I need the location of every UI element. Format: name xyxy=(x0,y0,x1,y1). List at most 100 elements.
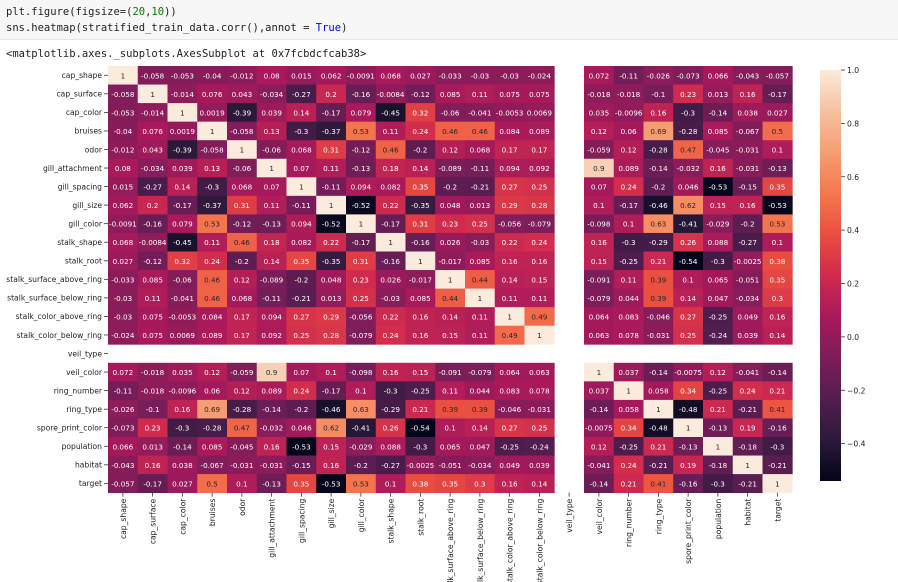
heatmap-cell xyxy=(465,195,496,215)
cell-annotation: 0.094 xyxy=(261,312,282,321)
heatmap-cell xyxy=(137,325,168,345)
heatmap-cell xyxy=(256,232,287,252)
cell-annotation: -0.25 xyxy=(500,442,519,451)
heatmap-cell xyxy=(435,103,466,123)
y-tick-label: veil_color xyxy=(66,368,103,377)
cell-annotation: -0.11 xyxy=(471,164,490,173)
cell-annotation: 0.5 xyxy=(206,479,217,488)
heatmap-cell xyxy=(167,195,198,215)
x-tick-label: target xyxy=(773,499,782,522)
heatmap-cell xyxy=(584,437,615,456)
colorbar-tick-label: 0.0 xyxy=(847,333,859,342)
heatmap-cell xyxy=(703,325,734,345)
x-tick-label: stalk_shape xyxy=(387,498,396,543)
cell-annotation: -0.0084 xyxy=(377,90,405,99)
heatmap-cell xyxy=(167,381,198,401)
cell-annotation: -0.28 xyxy=(203,424,222,433)
heatmap-cell xyxy=(435,195,466,215)
cell-annotation: -0.051 xyxy=(736,275,759,284)
cell-annotation: -0.045 xyxy=(230,442,253,451)
cell-annotation: -0.032 xyxy=(677,164,700,173)
cell-annotation: 0.38 xyxy=(769,257,785,266)
heatmap-cell xyxy=(435,66,466,85)
heatmap-cell xyxy=(108,140,139,160)
cell-annotation: 0.39 xyxy=(442,405,458,414)
cell-annotation: -0.24 xyxy=(709,331,728,340)
y-tick-label: stalk_shape xyxy=(57,238,102,247)
code-cell-input[interactable]: plt.figure(figsize=(20,10)) sns.heatmap(… xyxy=(0,0,898,40)
heatmap-cell xyxy=(286,437,317,456)
cell-annotation: 0.083 xyxy=(618,312,639,321)
cell-annotation: 0.079 xyxy=(172,220,193,229)
heatmap-cell xyxy=(375,381,406,401)
heatmap-figure: 1 -0.058 -0.053 -0.04 -0.012 0.08 0.015 0.062 -0… xyxy=(6,66,866,582)
heatmap-cell xyxy=(643,381,674,401)
heatmap-cell xyxy=(584,214,615,234)
x-tick-label: gill_size xyxy=(327,498,336,528)
heatmap-cell xyxy=(405,474,436,494)
y-tick-label: stalk_color_above_ring xyxy=(16,312,103,321)
y-tick-label: ring_type xyxy=(66,405,102,414)
cell-annotation: 0.27 xyxy=(502,424,518,433)
cell-annotation: 0.075 xyxy=(142,331,163,340)
heatmap-cell xyxy=(494,381,525,401)
heatmap-cell xyxy=(137,270,168,289)
cell-annotation: 0.24 xyxy=(621,183,637,192)
cell-annotation: 0.1 xyxy=(325,368,336,377)
heatmap-cell xyxy=(316,270,347,289)
heatmap-cell xyxy=(227,251,258,271)
cell-annotation: -0.14 xyxy=(768,368,787,377)
cell-annotation: -0.29 xyxy=(381,405,400,414)
heatmap-cell xyxy=(435,177,466,197)
cell-annotation: 0.63 xyxy=(650,220,666,229)
cell-annotation: 0.11 xyxy=(531,294,547,303)
heatmap-cell xyxy=(703,121,734,141)
cell-annotation: 1 xyxy=(359,220,364,229)
heatmap-cell xyxy=(286,177,317,197)
cell-annotation: 0.35 xyxy=(293,479,309,488)
cell-annotation: -0.2 xyxy=(413,145,427,154)
heatmap-cell xyxy=(256,84,287,104)
cell-annotation: 0.082 xyxy=(291,238,312,247)
cell-annotation: 0.3 xyxy=(474,479,485,488)
code-line-2: sns.heatmap(stratified_train_data.corr()… xyxy=(6,22,348,34)
heatmap-cell xyxy=(435,437,466,456)
cell-annotation: -0.25 xyxy=(411,387,430,396)
cell-annotation: -0.03 xyxy=(381,294,400,303)
heatmap-cell xyxy=(405,251,436,271)
cell-annotation: -0.18 xyxy=(738,442,757,451)
heatmap-cell xyxy=(762,66,793,85)
cell-annotation: -0.0053 xyxy=(169,312,197,321)
cell-annotation: -0.53 xyxy=(709,183,728,192)
cell-annotation: -0.12 xyxy=(143,257,162,266)
heatmap-cell xyxy=(732,418,763,438)
cell-annotation: 0.072 xyxy=(589,71,610,80)
cell-annotation: -0.03 xyxy=(471,238,490,247)
heatmap-cell xyxy=(732,362,763,382)
heatmap-cell xyxy=(227,232,258,252)
cell-annotation: 0.094 xyxy=(291,220,312,229)
heatmap-cell xyxy=(762,399,793,419)
heatmap-cell xyxy=(524,399,555,419)
cell-annotation: -0.17 xyxy=(381,220,400,229)
cell-annotation: 0.29 xyxy=(502,201,518,210)
heatmap-cell xyxy=(137,103,168,123)
heatmap-cell xyxy=(762,103,793,123)
heatmap-cell xyxy=(465,177,496,197)
cell-annotation: 0.24 xyxy=(204,257,220,266)
heatmap-cell xyxy=(346,84,377,104)
y-tick-label: bruises xyxy=(75,127,102,136)
heatmap-cell xyxy=(703,270,734,289)
y-tick-label: gill_attachment xyxy=(43,164,102,173)
cell-annotation: 0.16 xyxy=(502,479,518,488)
cell-annotation: 0.21 xyxy=(650,257,666,266)
heatmap-cell xyxy=(524,232,555,252)
cell-annotation: 0.13 xyxy=(264,127,280,136)
cell-annotation: -0.17 xyxy=(143,479,162,488)
colorbar xyxy=(820,70,841,481)
cell-annotation: 0.21 xyxy=(769,387,785,396)
heatmap-cell xyxy=(137,288,168,308)
heatmap-cell xyxy=(346,270,377,289)
heatmap-cell xyxy=(673,84,704,104)
cell-annotation: 0.11 xyxy=(472,312,488,321)
